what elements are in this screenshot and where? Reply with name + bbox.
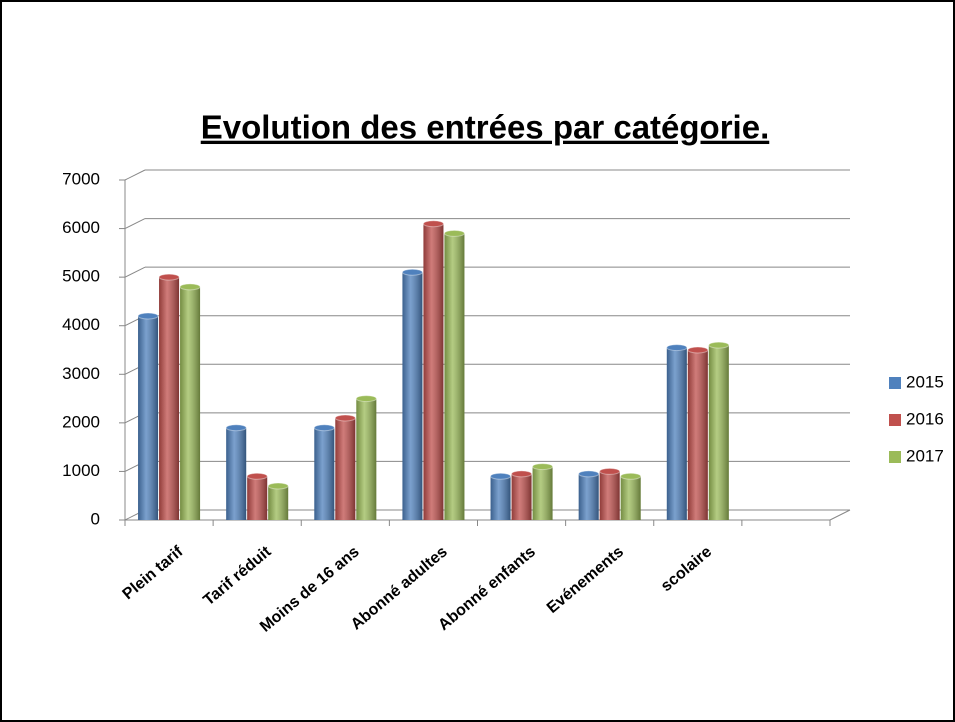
bar-shade bbox=[599, 471, 620, 520]
bar-top bbox=[246, 472, 268, 480]
grid-line bbox=[124, 266, 146, 278]
bar-shade bbox=[268, 486, 289, 520]
y-tick-label: 3000 bbox=[62, 364, 100, 383]
bar-shade bbox=[159, 277, 180, 520]
bar-top bbox=[599, 467, 621, 475]
bar-top bbox=[666, 344, 688, 352]
legend-swatch bbox=[889, 377, 901, 389]
bar-top bbox=[578, 470, 600, 478]
bar-top bbox=[490, 472, 512, 480]
grid-line bbox=[124, 218, 146, 230]
y-tick-label: 2000 bbox=[62, 412, 100, 431]
bar-top bbox=[334, 414, 356, 422]
bar-shade bbox=[511, 473, 532, 520]
bar-top bbox=[158, 273, 180, 281]
bar-shade bbox=[335, 418, 356, 520]
bar-shade bbox=[444, 233, 465, 520]
bar-shade bbox=[687, 350, 708, 520]
bar-top bbox=[137, 312, 159, 320]
bar-top bbox=[225, 424, 247, 432]
bar-shade bbox=[226, 427, 247, 520]
bar-shade bbox=[180, 286, 201, 520]
y-tick-label: 5000 bbox=[62, 267, 100, 286]
floor-edge bbox=[829, 509, 851, 521]
bar-shade bbox=[314, 427, 335, 520]
legend-swatch bbox=[889, 414, 901, 426]
bar-shade bbox=[578, 473, 599, 520]
bar-top bbox=[443, 229, 465, 237]
legend-label: 2017 bbox=[906, 446, 944, 465]
bar-top bbox=[313, 424, 335, 432]
chart-title: Evolution des entrées par catégorie. bbox=[201, 109, 770, 146]
y-tick-label: 1000 bbox=[62, 461, 100, 480]
bar-shade bbox=[532, 466, 553, 520]
bar-top bbox=[401, 268, 423, 276]
bar-top bbox=[620, 472, 642, 480]
legend-label: 2015 bbox=[906, 372, 944, 391]
bar-shade bbox=[402, 272, 423, 520]
grid-line bbox=[124, 169, 146, 181]
bar-shade bbox=[708, 345, 729, 520]
bar-shade bbox=[247, 476, 268, 520]
bar-top bbox=[267, 482, 289, 490]
bar-shade bbox=[356, 398, 377, 520]
bar-top bbox=[687, 346, 709, 354]
y-tick-label: 0 bbox=[91, 509, 100, 528]
bar-shade bbox=[620, 476, 641, 520]
bar-top bbox=[422, 220, 444, 228]
bar-top bbox=[511, 470, 533, 478]
y-tick-label: 6000 bbox=[62, 218, 100, 237]
bar-shade bbox=[138, 316, 159, 520]
bar-shade bbox=[423, 223, 444, 520]
bar-shade bbox=[666, 347, 687, 520]
legend-swatch bbox=[889, 451, 901, 463]
bar-top bbox=[532, 463, 554, 471]
bar-top bbox=[179, 283, 201, 291]
y-tick-label: 4000 bbox=[62, 315, 100, 334]
y-tick-label: 7000 bbox=[62, 169, 100, 188]
bar-shade bbox=[490, 476, 511, 520]
bar-top bbox=[355, 395, 377, 403]
legend-label: 2016 bbox=[906, 409, 944, 428]
bar-top bbox=[708, 341, 730, 349]
